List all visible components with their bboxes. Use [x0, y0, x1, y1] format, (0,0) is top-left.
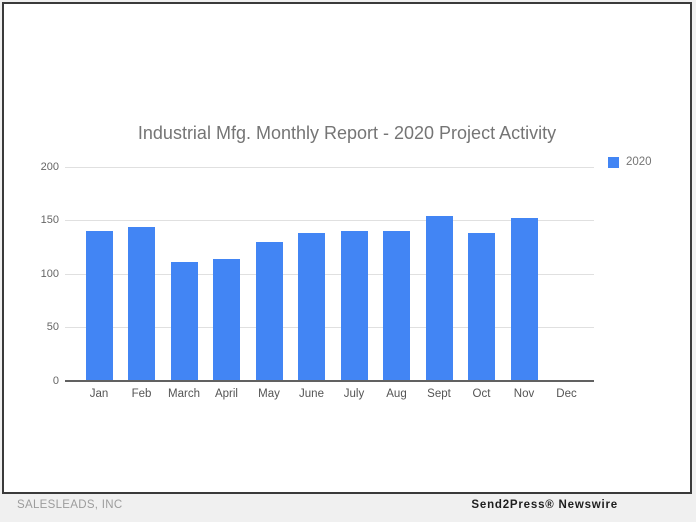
legend: 2020: [608, 156, 652, 168]
y-tick-label: 50: [46, 320, 59, 333]
bar-july: [340, 230, 368, 380]
bar-april: [213, 258, 240, 380]
y-tick-label: 100: [40, 267, 59, 280]
x-tick-label: Dec: [556, 388, 577, 400]
bar-nov: [510, 218, 538, 380]
x-tick-label: May: [258, 388, 280, 400]
x-axis-line: [65, 380, 594, 382]
gridline: [65, 326, 594, 328]
bar-oct: [468, 233, 495, 380]
x-tick-label: April: [214, 388, 238, 400]
bar-aug: [383, 230, 410, 380]
chart-panel: Industrial Mfg. Monthly Report - 2020 Pr…: [2, 2, 692, 494]
y-tick-label: 150: [40, 214, 59, 227]
x-tick-label: June: [299, 388, 324, 400]
x-tick-label: March: [168, 388, 200, 400]
gridline: [65, 167, 594, 168]
bar-sept: [425, 215, 453, 380]
bar-march: [170, 261, 198, 380]
gridline: [65, 220, 594, 222]
footer-credit-source: SALESLEADS, INC: [17, 499, 123, 511]
x-tick-label: Sept: [427, 388, 451, 400]
bar-june: [298, 233, 325, 380]
gridline: [65, 273, 594, 275]
bar-may: [255, 241, 283, 380]
x-tick-label: Feb: [131, 388, 152, 400]
x-tick-label: Oct: [472, 388, 491, 400]
x-tick-label: July: [343, 388, 365, 400]
x-tick-label: Nov: [513, 388, 535, 400]
y-tick-label: 0: [52, 375, 59, 387]
x-tick-label: Jan: [89, 388, 109, 400]
y-tick-label: 200: [40, 161, 59, 173]
legend-swatch-icon: [608, 156, 619, 168]
footer-credit-newswire: Send2Press® Newswire: [471, 499, 618, 511]
chart-title: Industrial Mfg. Monthly Report - 2020 Pr…: [137, 123, 557, 143]
x-tick-label: Aug: [386, 388, 407, 400]
bar-feb: [128, 226, 155, 380]
bar-jan: [85, 230, 113, 380]
legend-label: 2020: [626, 156, 652, 168]
